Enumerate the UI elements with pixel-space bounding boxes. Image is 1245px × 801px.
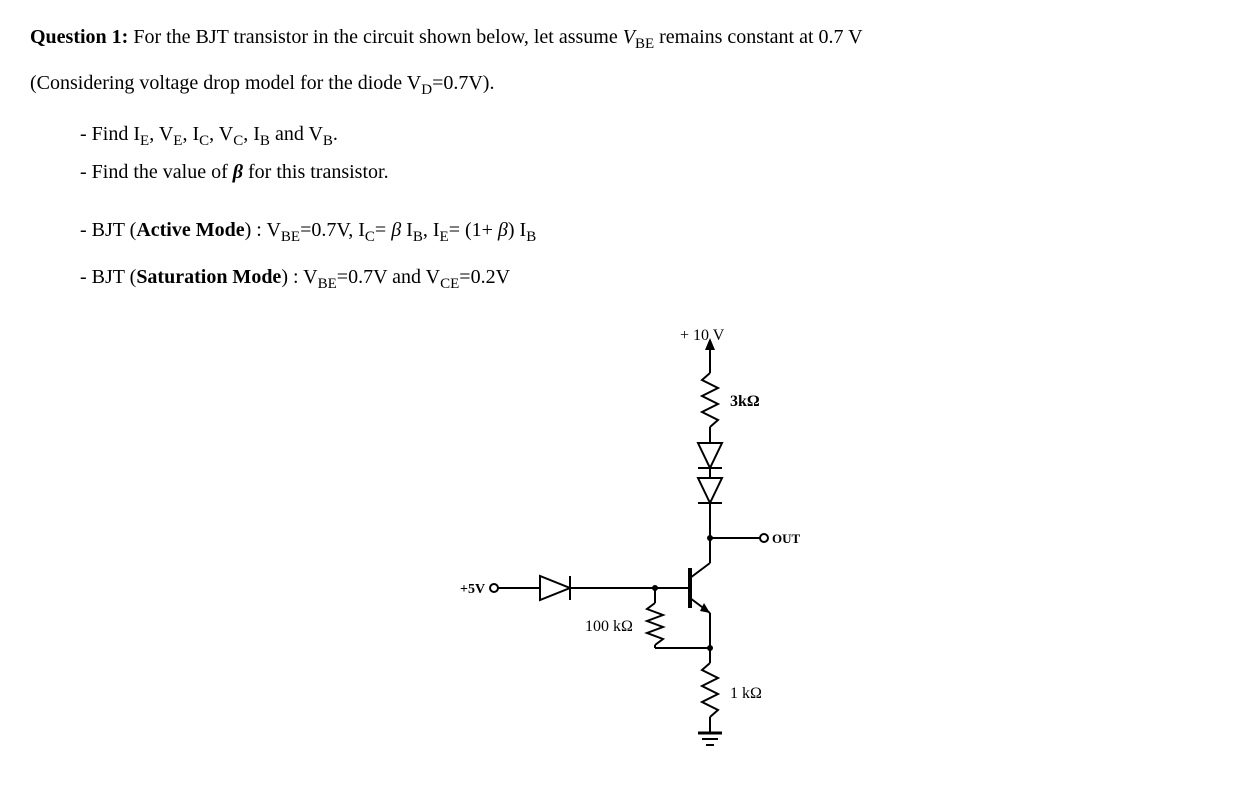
m1d: =0.7V, I (300, 219, 365, 241)
task1-a: Find I (92, 123, 140, 145)
base-diode-triangle-icon (540, 576, 570, 600)
m1h: = (1+ (449, 219, 498, 241)
m1-ie: E (440, 229, 449, 245)
m1b: Active Mode (136, 219, 244, 241)
re-label: 1 kΩ (730, 680, 762, 707)
task-2: Find the value of β for this transistor. (80, 155, 1215, 189)
tasks-list: Find IE, VE, IC, VC, IB and VB. Find the… (30, 117, 1215, 189)
m2-vbe: BE (318, 276, 337, 292)
vbe-sub: BE (635, 36, 654, 52)
m1-beta2: β (498, 219, 508, 241)
m1-beta1: β (391, 219, 401, 241)
task1-ic: C (199, 133, 209, 149)
m1e: = (375, 219, 391, 241)
question-label: Question 1: (30, 26, 128, 48)
modes-block: - BJT (Active Mode) : VBE=0.7V, IC= β IB… (30, 213, 1215, 298)
task1-b: , V (149, 123, 173, 145)
circuit-diagram: + 10 V 3kΩ OUT +5V 100 kΩ 1 kΩ (430, 328, 930, 758)
m1g: , I (423, 219, 440, 241)
m1-ib1: B (413, 229, 423, 245)
question-text-2: remains constant at 0.7 V (654, 26, 862, 48)
rb-label: 100 kΩ (585, 613, 633, 640)
question-line-2: (Considering voltage drop model for the … (30, 66, 1215, 104)
diode1-triangle-icon (698, 443, 722, 468)
diode2-triangle-icon (698, 478, 722, 503)
task1-ib: B (260, 133, 270, 149)
task1-ie: E (140, 133, 149, 149)
task2-a: Find the value of (92, 161, 233, 183)
m1-ic: C (365, 229, 375, 245)
task1-f: and V (270, 123, 323, 145)
m2d: =0.7V and V (337, 266, 440, 288)
question-text-3: (Considering voltage drop model for the … (30, 72, 421, 94)
question-text-4: =0.7V). (432, 72, 494, 94)
rc-resistor-icon (702, 373, 718, 427)
task1-vc: C (233, 133, 243, 149)
m1i: ) I (508, 219, 526, 241)
mode-active: - BJT (Active Mode) : VBE=0.7V, IC= β IB… (80, 213, 1215, 251)
out-label: OUT (772, 528, 800, 550)
rb-resistor-icon (647, 603, 663, 645)
vd-sub: D (421, 82, 432, 98)
m2b: Saturation Mode (136, 266, 281, 288)
m1a: - BJT ( (80, 219, 136, 241)
vbe-var: V (623, 26, 635, 48)
m1c: ) : V (245, 219, 281, 241)
bjt-collector-leg (690, 563, 710, 578)
base-supply-label: +5V (460, 578, 485, 602)
base-supply-terminal-icon (490, 584, 498, 592)
task-1: Find IE, VE, IC, VC, IB and VB. (80, 117, 1215, 155)
task1-e: , I (243, 123, 260, 145)
question-text-1: For the BJT transistor in the circuit sh… (128, 26, 622, 48)
m2e: =0.2V (459, 266, 510, 288)
m1-vbe: BE (281, 229, 300, 245)
m2c: ) : V (281, 266, 317, 288)
circuit-svg (430, 328, 930, 758)
task2-beta: β (233, 161, 243, 183)
task1-vb: B (323, 133, 333, 149)
task1-d: , V (209, 123, 233, 145)
supply-top-label: + 10 V (680, 322, 724, 349)
mode-saturation: - BJT (Saturation Mode) : VBE=0.7V and V… (80, 260, 1215, 298)
re-resistor-icon (702, 663, 718, 717)
task2-b: for this transistor. (243, 161, 389, 183)
task1-g: . (333, 123, 338, 145)
m2a: - BJT ( (80, 266, 136, 288)
rc-label: 3kΩ (730, 388, 760, 415)
task1-c: , I (182, 123, 199, 145)
bjt-emitter-arrow-icon (700, 603, 710, 613)
out-terminal-icon (760, 534, 768, 542)
m2-vce: CE (440, 276, 459, 292)
m1-ib2: B (526, 229, 536, 245)
question-line-1: Question 1: For the BJT transistor in th… (30, 20, 1215, 58)
m1f: I (401, 219, 413, 241)
